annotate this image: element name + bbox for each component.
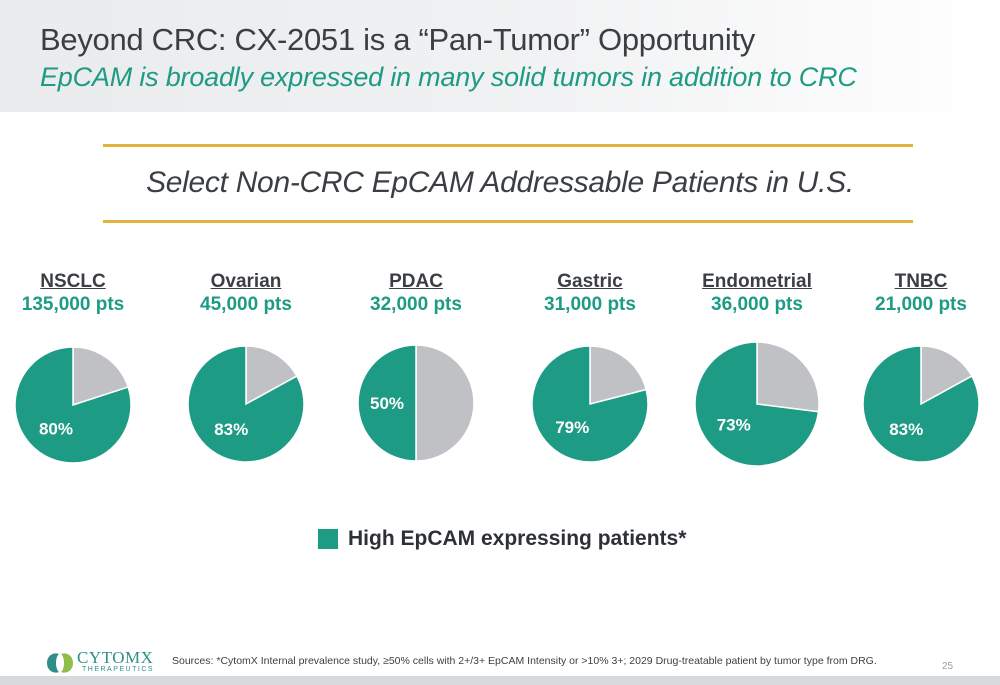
bottom-divider <box>103 220 913 223</box>
pie-ovarian-percent-label: 83% <box>214 420 248 439</box>
pie-endometrial-high-slice <box>694 341 820 467</box>
pie-nsclc-high-slice <box>14 346 132 464</box>
legend-label: High EpCAM expressing patients* <box>348 527 687 550</box>
pie-endometrial-low-slice <box>756 341 820 413</box>
pie-tnbc-low-slice <box>920 345 973 406</box>
pie-endometrial-percent-label: 73% <box>717 416 751 435</box>
pie-pdac-low-slice <box>415 344 475 462</box>
logo-text: CYTOMX <box>77 648 154 667</box>
pie-ovarian-high-slice <box>187 345 305 463</box>
header-band <box>0 0 1000 112</box>
pie-tnbc-high-slice <box>862 345 980 463</box>
legend-swatch <box>318 529 338 549</box>
logo-mark-icon <box>47 653 73 673</box>
slide-title: Beyond CRC: CX-2051 is a “Pan-Tumor” Opp… <box>40 22 755 57</box>
top-divider <box>103 144 913 147</box>
logo-subtext: THERAPEUTICS <box>82 666 155 673</box>
pie-pdac-percent-label: 50% <box>370 394 404 413</box>
pie-pdac-high-slice <box>357 344 417 462</box>
chart-title: Select Non-CRC EpCAM Addressable Patient… <box>146 166 854 199</box>
cytomx-logo: CYTOMX THERAPEUTICS <box>45 648 165 678</box>
page-number: 25 <box>942 661 954 672</box>
pie-gastric-high-slice <box>531 345 649 463</box>
pie-tnbc-percent-label: 83% <box>889 420 923 439</box>
pie-nsclc-percent-label: 80% <box>39 419 73 438</box>
pie-nsclc-low-slice <box>72 346 130 407</box>
footer-bar <box>0 676 1000 685</box>
sources-footnote: Sources: *CytomX Internal prevalence stu… <box>172 655 877 667</box>
slide-subtitle: EpCAM is broadly expressed in many solid… <box>40 62 857 92</box>
pie-ovarian-low-slice <box>245 345 298 406</box>
pie-gastric-percent-label: 79% <box>555 418 589 437</box>
pie-gastric-low-slice <box>589 345 648 405</box>
